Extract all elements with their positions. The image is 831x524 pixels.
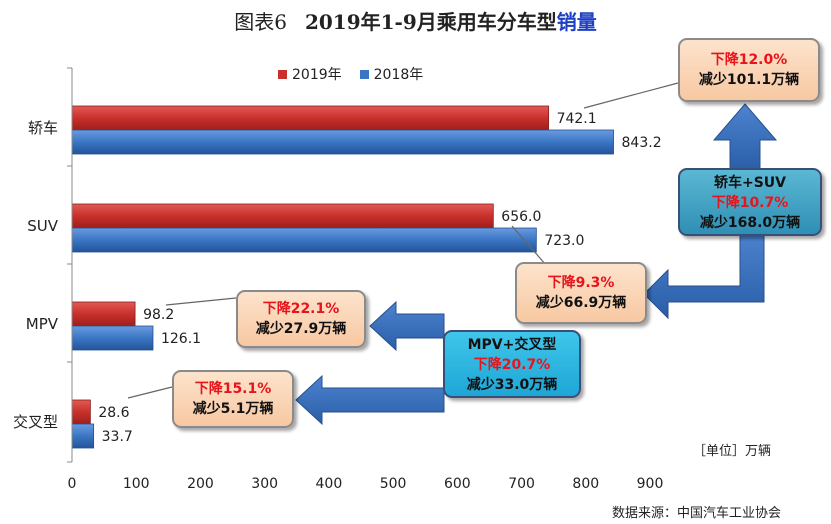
callout-cross: 下降15.1% 减少5.1万辆 [172, 370, 294, 428]
callout-sedan-change: 下降12.0% [710, 52, 788, 68]
callout-mpv: 下降22.1% 减少27.9万辆 [236, 290, 366, 348]
pointer-mpv [165, 297, 237, 306]
callout-suv: 下降9.3% 减少66.9万辆 [515, 262, 647, 324]
arrow-left-cross [295, 374, 445, 426]
value-label-2018-3: 33.7 [102, 429, 133, 445]
callout-sedan-suv: 轿车+SUV 下降10.7% 减少168.0万辆 [678, 168, 822, 236]
x-tick-label: 400 [316, 476, 343, 492]
value-label-2019-1: 656.0 [501, 209, 541, 225]
callout-mpv-cross-title: MPV+交叉型 [467, 337, 557, 353]
x-tick-label: 700 [508, 476, 535, 492]
callout-cross-change: 下降15.1% [194, 381, 272, 397]
callout-mpv-change: 下降22.1% [262, 301, 340, 317]
pointer-cross [127, 386, 173, 399]
callout-pointers [127, 82, 679, 399]
legend-item-2019: 2019年 [278, 64, 342, 84]
arrow-left-suv [643, 229, 765, 320]
legend-swatch-2019 [278, 69, 287, 79]
category-label: 交叉型 [13, 413, 58, 431]
bar-2018-0 [71, 129, 614, 155]
value-label-2019-0: 742.1 [557, 111, 597, 127]
callout-sedan-suv-title: 轿车+SUV [713, 175, 787, 191]
x-tick-label: 0 [68, 476, 77, 492]
callout-suv-reduction: 减少66.9万辆 [535, 295, 627, 311]
arrows-layer [295, 103, 778, 426]
legend-label-2019: 2019年 [292, 67, 342, 83]
value-label-2019-3: 28.6 [98, 405, 129, 421]
value-label-2019-2: 98.2 [143, 307, 174, 323]
title-main: 2019年1-9月乘用车分车型 [304, 10, 557, 34]
callout-sedan-suv-reduction: 减少168.0万辆 [699, 215, 801, 231]
x-tick-label: 300 [251, 476, 278, 492]
callout-mpv-cross: MPV+交叉型 下降20.7% 减少33.0万辆 [443, 330, 581, 398]
bar-2018-1 [71, 227, 537, 253]
value-label-2018-0: 843.2 [622, 135, 662, 151]
arrow-up-sedan [712, 103, 778, 171]
title-accent: 销量 [556, 10, 597, 34]
category-label: 轿车 [28, 119, 58, 137]
x-tick-label: 800 [572, 476, 599, 492]
callout-sedan-reduction: 减少101.1万辆 [698, 72, 800, 88]
bar-2018-3 [71, 423, 95, 449]
pointer-suv [511, 225, 547, 266]
arrow-left-mpv [369, 300, 445, 352]
bar-2019-0 [71, 105, 549, 131]
legend: 2019年 2018年 [278, 64, 423, 84]
value-label-2018-1: 723.0 [544, 233, 584, 249]
callout-sedan-suv-change: 下降10.7% [711, 195, 789, 211]
chart-title: 图表6 2019年1-9月乘用车分车型销量 [0, 6, 831, 35]
callout-suv-change: 下降9.3% [547, 275, 615, 291]
x-tick-label: 900 [637, 476, 664, 492]
callout-sedan: 下降12.0% 减少101.1万辆 [678, 38, 820, 102]
unit-label: ［单位］万辆 [693, 444, 772, 459]
value-label-2018-2: 126.1 [161, 331, 201, 347]
bar-2019-2 [71, 301, 136, 327]
callout-mpv-cross-reduction: 减少33.0万辆 [466, 377, 558, 393]
category-label: SUV [27, 217, 59, 235]
bar-2019-3 [71, 399, 91, 425]
bar-2019-1 [71, 203, 494, 229]
x-tick-label: 200 [187, 476, 214, 492]
callout-mpv-cross-change: 下降20.7% [473, 357, 551, 373]
x-axis: 轿车 SUV MPV 交叉型 0 100 200 300 400 500 600 700 800 900 [13, 67, 664, 492]
bar-2018-2 [71, 325, 154, 351]
legend-label-2018: 2018年 [373, 67, 424, 83]
source-note: 数据来源：中国汽车工业协会 [612, 506, 782, 521]
x-tick-label: 600 [444, 476, 471, 492]
pointer-sedan [583, 82, 679, 109]
x-tick-label: 500 [380, 476, 407, 492]
figure-number: 图表6 [234, 10, 287, 34]
legend-item-2018: 2018年 [359, 64, 424, 84]
category-label: MPV [26, 315, 59, 333]
legend-swatch-2018 [359, 69, 369, 79]
callout-mpv-reduction: 减少27.9万辆 [255, 321, 347, 337]
callout-cross-reduction: 减少5.1万辆 [192, 401, 274, 417]
x-tick-label: 100 [123, 476, 150, 492]
